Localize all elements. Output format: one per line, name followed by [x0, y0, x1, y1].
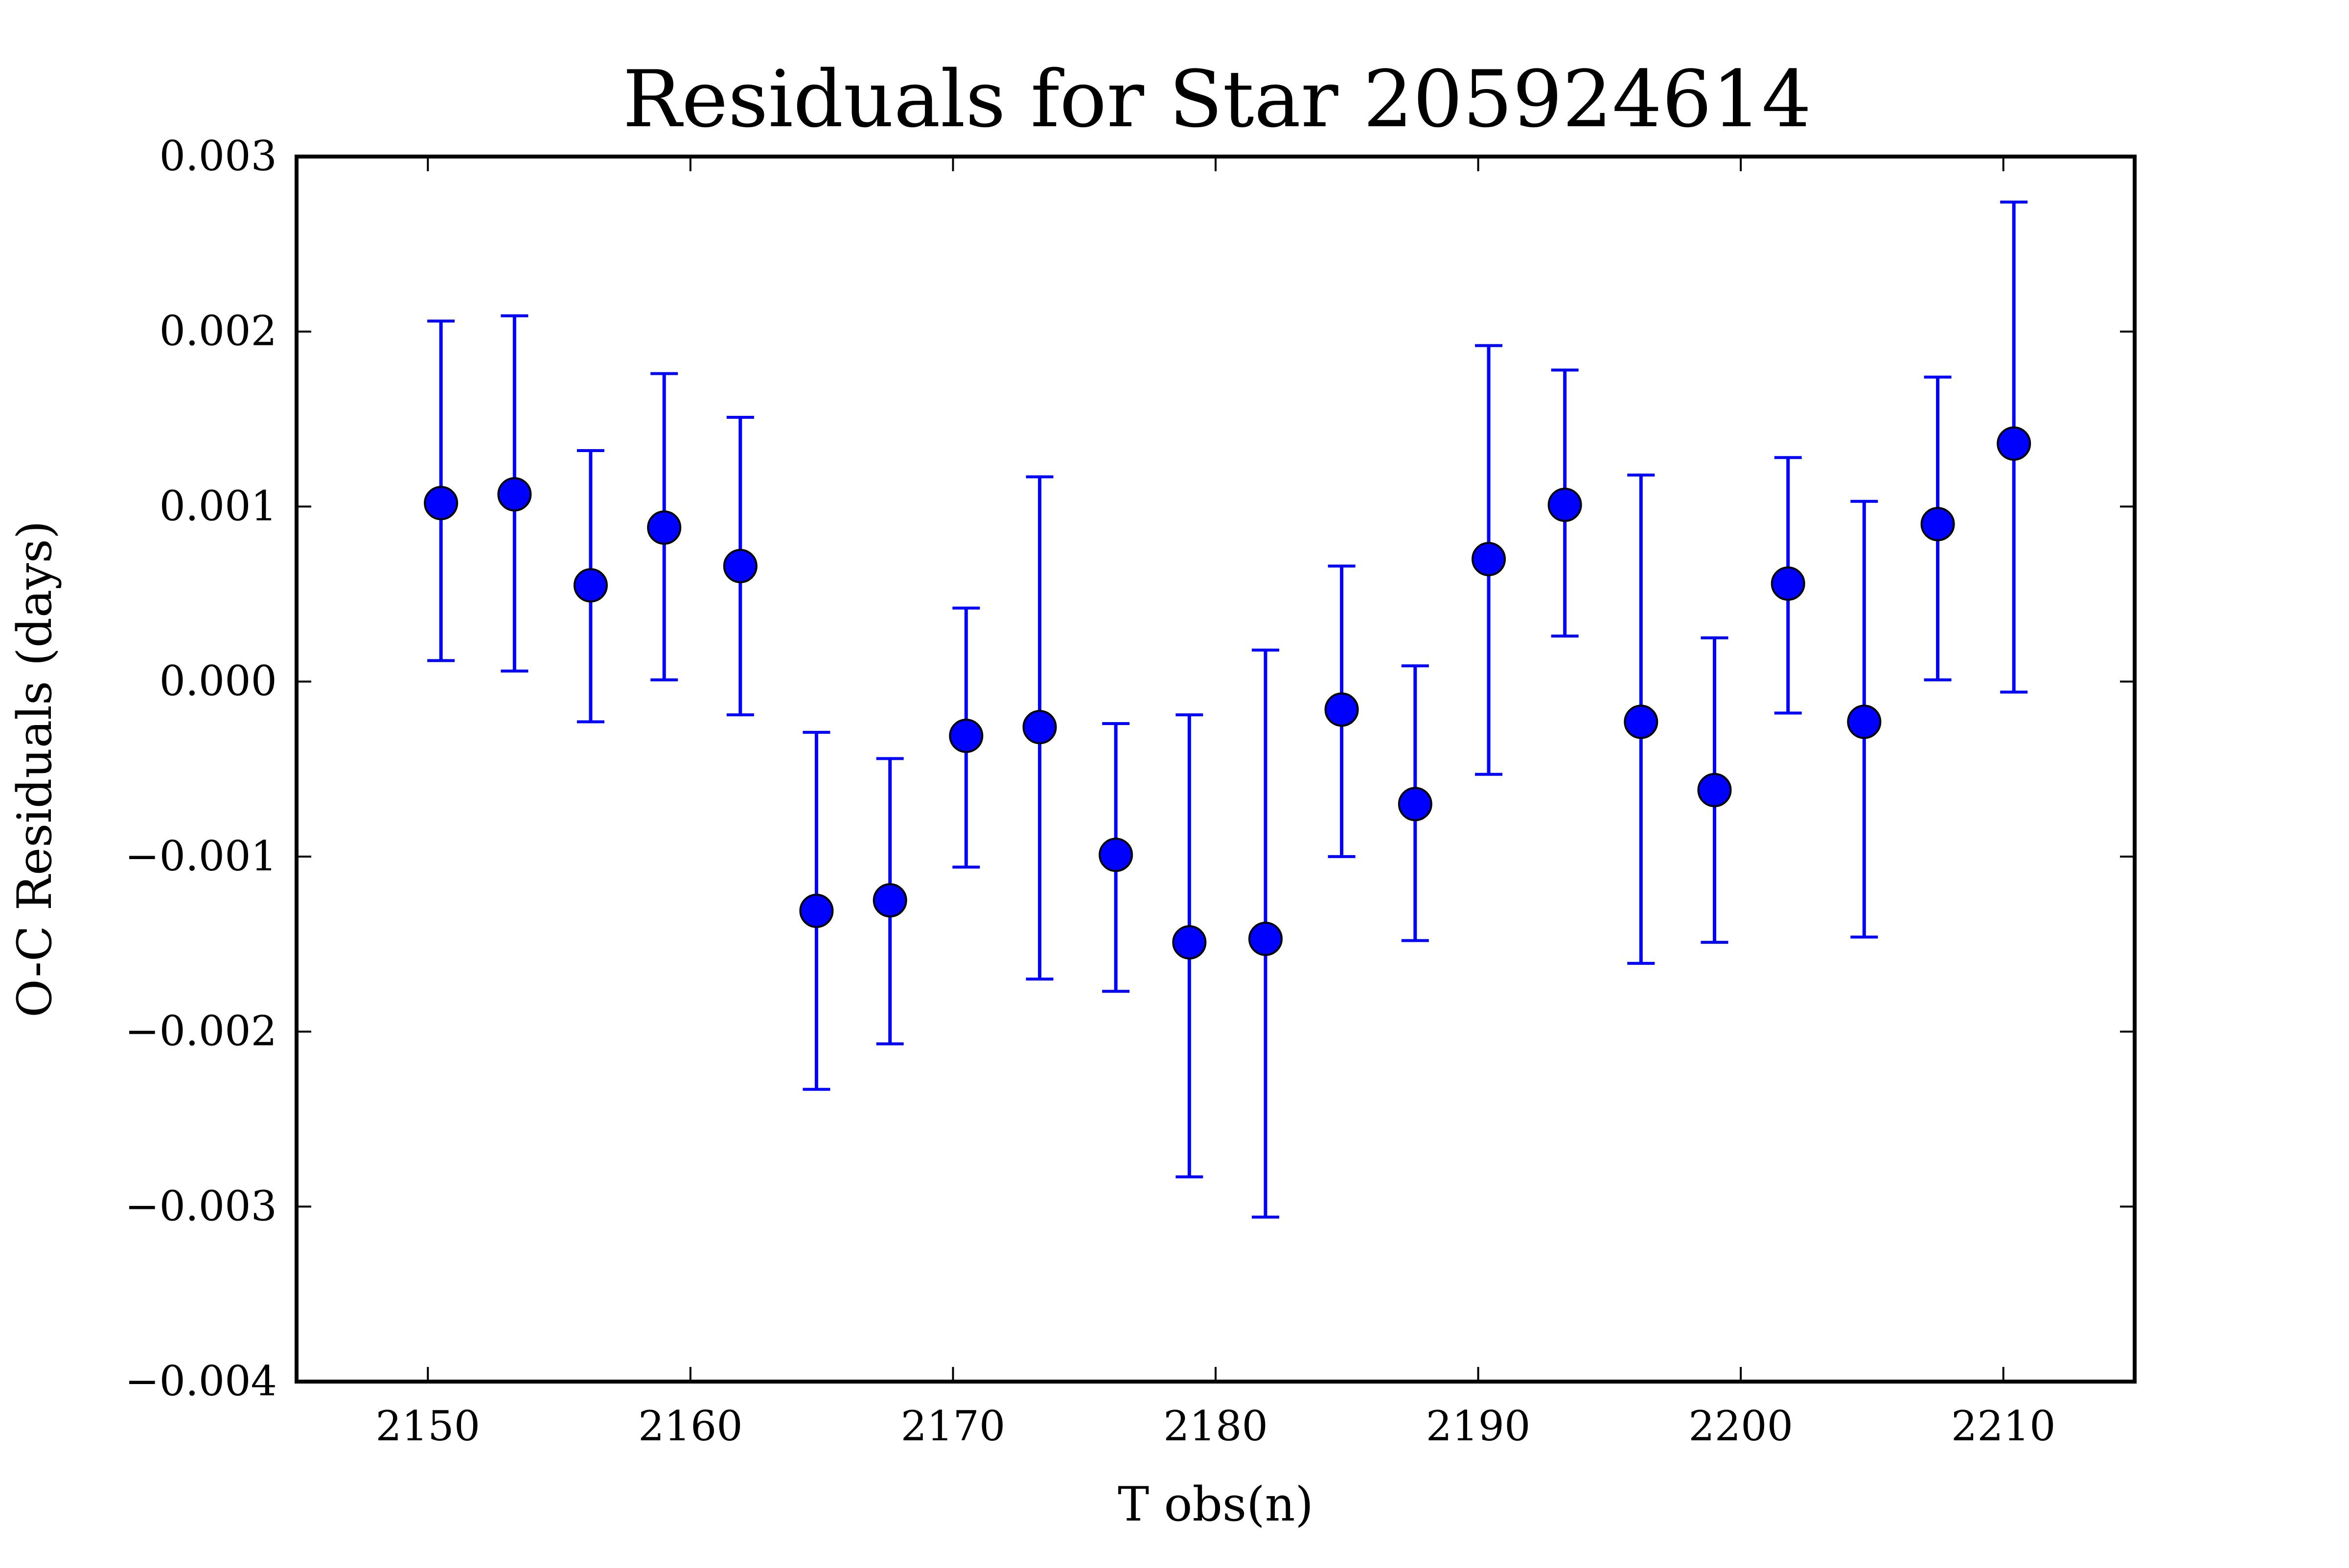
data-point: [1847, 704, 1882, 739]
y-tick-label: 0.003: [160, 132, 277, 180]
data-point: [1248, 921, 1283, 956]
y-tick-label: 0.000: [160, 657, 277, 705]
data-point: [1697, 773, 1732, 807]
x-tick-labels: 2150 2160 2170 2180 2190 2200 2210: [375, 1402, 2055, 1450]
data-point: [1771, 566, 1805, 601]
data-point: [1172, 925, 1207, 960]
y-tick-label: −0.004: [125, 1357, 277, 1405]
y-tick-labels: −0.004 −0.003 −0.002 −0.001 0.000 0.001 0.002 0…: [125, 132, 277, 1405]
data-point: [1547, 487, 1582, 522]
data-point: [1997, 426, 2031, 461]
data-point: [1398, 787, 1432, 821]
data-point: [1624, 704, 1658, 739]
tick-layer: [297, 156, 2135, 1383]
x-tick-label: 2160: [638, 1402, 743, 1450]
data-point: [949, 719, 984, 753]
y-tick-label: −0.002: [125, 1007, 277, 1055]
y-tick-label: −0.001: [125, 832, 277, 880]
data-point: [1324, 692, 1359, 727]
data-point: [573, 568, 608, 603]
data-point-layer: [424, 426, 2031, 960]
y-tick-label: 0.002: [160, 307, 277, 355]
y-tick-label: 0.001: [160, 482, 277, 530]
data-point: [1920, 507, 1955, 542]
chart-title: Residuals for Star 205924614: [622, 53, 1811, 145]
x-tick-label: 2190: [1426, 1402, 1531, 1450]
data-point: [497, 477, 532, 512]
x-axis-label: T obs(n): [1118, 1477, 1313, 1532]
data-point: [647, 510, 682, 545]
x-tick-label: 2210: [1951, 1402, 2056, 1450]
data-point: [1099, 838, 1133, 872]
x-tick-label: 2200: [1688, 1402, 1793, 1450]
y-tick-label: −0.003: [125, 1182, 277, 1230]
y-axis-label: O-C Residuals (days): [7, 521, 62, 1018]
data-point: [1472, 542, 1506, 576]
data-point: [723, 549, 758, 584]
data-point: [1022, 710, 1057, 745]
data-point: [799, 893, 834, 928]
errorbar-layer: [427, 201, 2028, 1219]
plot-frame: [295, 155, 2137, 1384]
x-tick-label: 2170: [901, 1402, 1006, 1450]
data-point: [873, 883, 907, 918]
data-point: [424, 486, 459, 521]
x-tick-label: 2150: [375, 1402, 480, 1450]
x-tick-label: 2180: [1163, 1402, 1268, 1450]
